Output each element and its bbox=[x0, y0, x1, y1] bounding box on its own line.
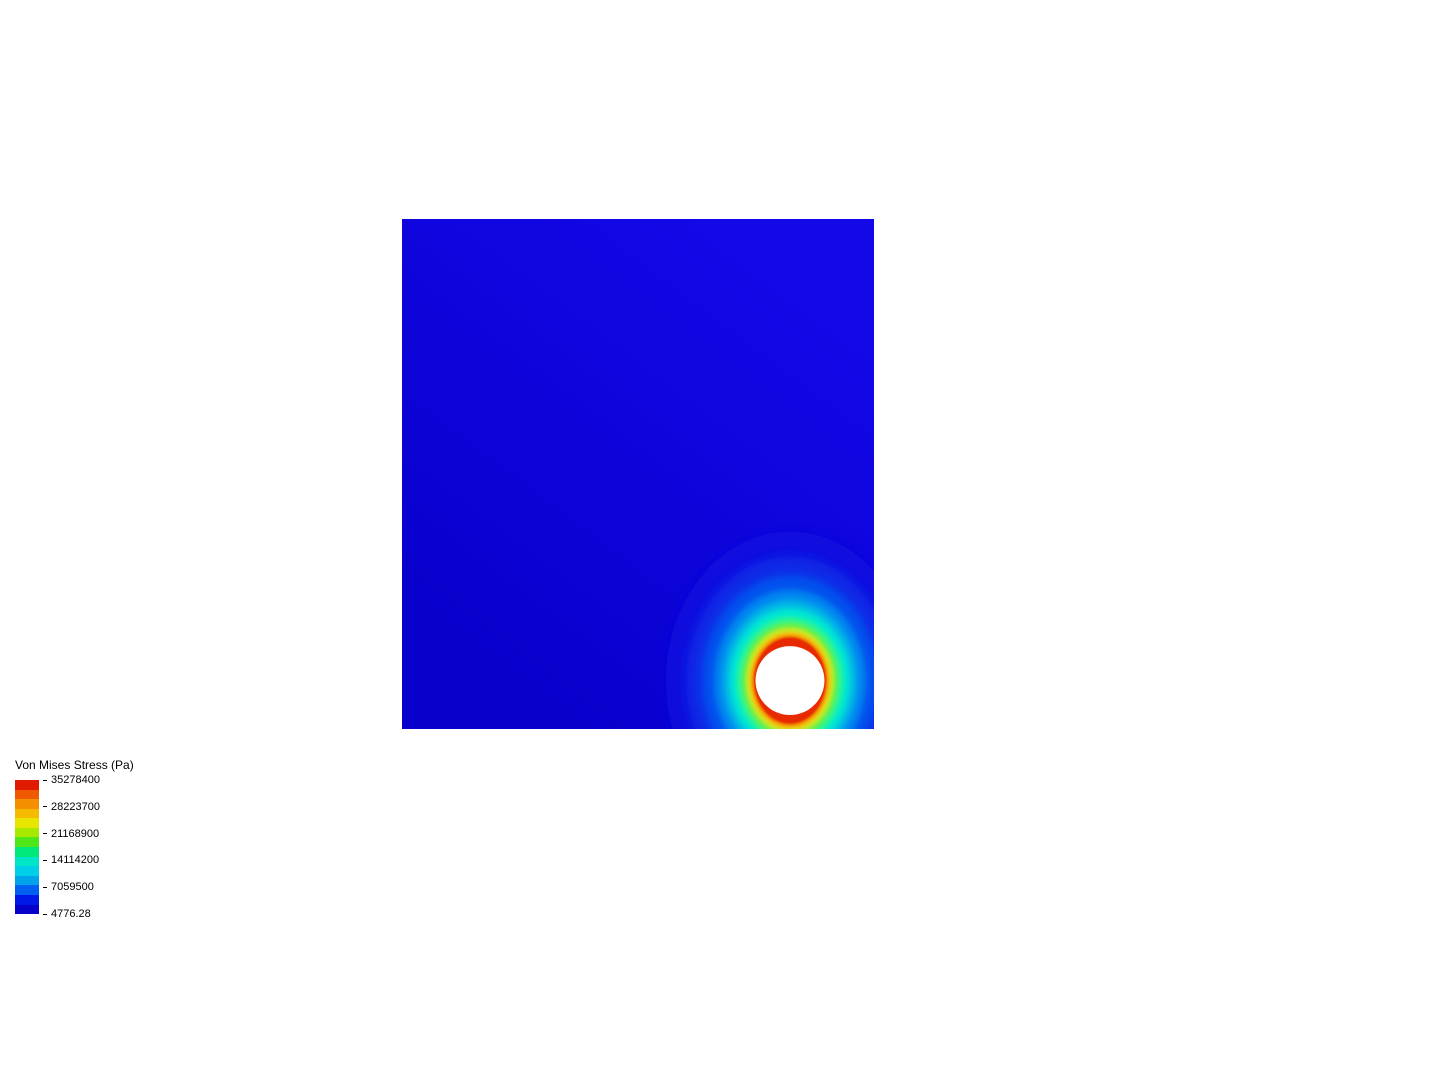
legend-tick: 4776.28 bbox=[43, 908, 91, 920]
legend-swatch bbox=[15, 780, 39, 790]
legend-swatch bbox=[15, 847, 39, 857]
legend-swatch bbox=[15, 885, 39, 895]
legend-tick: 21168900 bbox=[43, 828, 99, 840]
legend-tick: 28223700 bbox=[43, 801, 100, 813]
legend-tick-label: 21168900 bbox=[51, 828, 99, 840]
legend-tick: 35278400 bbox=[43, 774, 100, 786]
legend-swatch bbox=[15, 790, 39, 800]
legend-swatch bbox=[15, 876, 39, 886]
legend-tick-label: 28223700 bbox=[51, 801, 100, 813]
legend-swatch bbox=[15, 837, 39, 847]
legend-swatch bbox=[15, 895, 39, 905]
legend-color-bar bbox=[15, 780, 39, 914]
legend-tick-label: 4776.28 bbox=[51, 908, 91, 920]
legend-swatch bbox=[15, 857, 39, 867]
legend-swatch bbox=[15, 866, 39, 876]
legend-swatch bbox=[15, 905, 39, 915]
legend-tick: 7059500 bbox=[43, 881, 94, 893]
legend-tick-label: 14114200 bbox=[51, 854, 99, 866]
legend-tick: 14114200 bbox=[43, 854, 99, 866]
legend: Von Mises Stress (Pa) 35278400 28223700 21… bbox=[15, 758, 134, 914]
stress-contour-plot bbox=[402, 219, 874, 729]
legend-swatch bbox=[15, 818, 39, 828]
legend-ticks: 3527840028223700211689001411420070595004… bbox=[43, 780, 123, 914]
legend-swatch bbox=[15, 799, 39, 809]
legend-swatch bbox=[15, 809, 39, 819]
legend-body: 3527840028223700211689001411420070595004… bbox=[15, 780, 134, 914]
legend-swatch bbox=[15, 828, 39, 838]
legend-title: Von Mises Stress (Pa) bbox=[15, 758, 134, 772]
legend-tick-label: 7059500 bbox=[51, 881, 94, 893]
legend-tick-label: 35278400 bbox=[51, 774, 100, 786]
